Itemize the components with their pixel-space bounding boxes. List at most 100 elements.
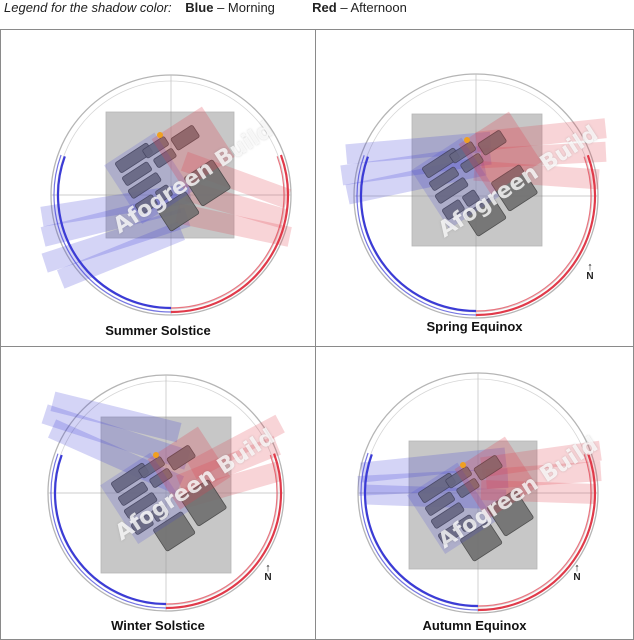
morning-shadow	[345, 131, 492, 165]
building	[153, 511, 196, 552]
sun-path-morning	[50, 453, 167, 609]
building	[491, 164, 538, 212]
legend-red-label: Red	[312, 0, 337, 15]
morning-shadow	[407, 462, 496, 555]
sun-path-afternoon	[165, 454, 278, 605]
sun-marker	[157, 132, 163, 138]
legend-red-text: – Afternoon	[340, 0, 407, 15]
building	[149, 468, 173, 488]
building	[180, 479, 227, 527]
morning-shadow	[56, 221, 186, 289]
panel-spring-equinox: Afogreen Build ↑ N Spring Equinox	[315, 29, 634, 347]
afternoon-shadow	[475, 118, 607, 152]
morning-shadow	[41, 404, 191, 470]
sun-path-afternoon	[477, 454, 592, 607]
building	[473, 455, 503, 481]
building	[435, 177, 469, 204]
building	[118, 481, 148, 506]
building	[487, 489, 534, 537]
afternoon-shadow	[147, 426, 231, 510]
building	[458, 514, 476, 532]
building	[122, 161, 152, 186]
shadow-diagram-spring	[340, 73, 607, 319]
panel-title: Winter Solstice	[111, 618, 205, 633]
panel-title: Autumn Equinox	[422, 618, 527, 633]
afternoon-shadow	[480, 440, 602, 478]
building	[460, 153, 484, 173]
sun-path-morning	[53, 454, 167, 606]
sun-marker	[460, 462, 466, 468]
building	[462, 189, 480, 207]
legend-blue-label: Blue	[185, 0, 214, 15]
shadow-diagram-summer	[40, 74, 292, 316]
building	[153, 148, 177, 168]
building	[166, 445, 196, 471]
building	[438, 524, 461, 545]
morning-shadow	[360, 447, 507, 483]
building	[456, 478, 480, 498]
afternoon-shadow	[187, 414, 285, 480]
sun-path-afternoon	[170, 156, 285, 309]
panel-autumn-equinox: Afogreen Build ↑ N Autumn Equinox	[315, 346, 634, 640]
morning-shadow	[40, 183, 192, 227]
building	[464, 196, 507, 237]
shadow-diagram-winter	[41, 374, 285, 612]
legend-blue-text: – Morning	[217, 0, 275, 15]
north-arrow: ↑ N	[586, 261, 594, 282]
building	[425, 491, 455, 516]
sun-path-afternoon	[170, 154, 290, 314]
sun-path-morning	[359, 156, 477, 313]
building	[155, 184, 173, 202]
building	[445, 466, 472, 489]
building	[124, 492, 158, 519]
morning-shadow	[100, 452, 189, 545]
building-cluster	[104, 106, 235, 232]
building	[135, 194, 158, 215]
building	[128, 172, 162, 199]
legend-intro: Legend for the shadow color:	[4, 0, 172, 15]
building	[138, 456, 165, 479]
north-label: N	[264, 572, 272, 583]
building	[442, 199, 465, 220]
panel-title: Summer Solstice	[105, 323, 211, 338]
sun-marker	[153, 452, 159, 458]
building	[157, 191, 200, 232]
morning-shadow	[104, 132, 193, 225]
north-arrow: ↑ N	[264, 562, 272, 583]
afternoon-shadow	[458, 111, 542, 195]
building	[170, 125, 200, 151]
building-cluster	[407, 436, 538, 562]
building	[429, 166, 459, 191]
building	[142, 136, 169, 159]
panel-summer-solstice: Afogreen Build Summer Solstice	[0, 29, 316, 347]
sun-marker	[464, 137, 470, 143]
morning-shadow	[50, 391, 182, 443]
north-label: N	[586, 271, 594, 282]
sun-path-afternoon	[477, 452, 597, 612]
sun-path-afternoon	[165, 453, 283, 610]
building	[460, 521, 503, 562]
building	[449, 141, 476, 164]
building	[131, 514, 154, 535]
afternoon-shadow	[454, 436, 538, 520]
morning-shadow	[411, 137, 500, 230]
sun-path-morning	[56, 155, 172, 310]
morning-shadow	[47, 419, 185, 495]
sun-path-morning	[363, 453, 479, 608]
sun-path-morning	[53, 154, 172, 313]
panel-winter-solstice: Afogreen Build ↑ N Winter Solstice	[0, 346, 316, 640]
shadow-diagram-autumn	[357, 372, 602, 614]
building-cluster	[100, 426, 231, 552]
afternoon-shadow	[151, 106, 235, 190]
morning-shadow	[41, 207, 191, 273]
sun-path-afternoon	[475, 156, 592, 312]
legend: Legend for the shadow color: Blue – Morn…	[4, 0, 407, 18]
sun-path-afternoon	[475, 154, 597, 317]
north-label: N	[573, 572, 581, 583]
panel-title: Spring Equinox	[426, 319, 523, 334]
sun-path-morning	[356, 155, 477, 316]
sun-path-morning	[360, 452, 479, 611]
north-arrow: ↑ N	[573, 562, 581, 583]
afternoon-shadow	[485, 461, 602, 489]
afternoon-shadow	[480, 141, 607, 169]
